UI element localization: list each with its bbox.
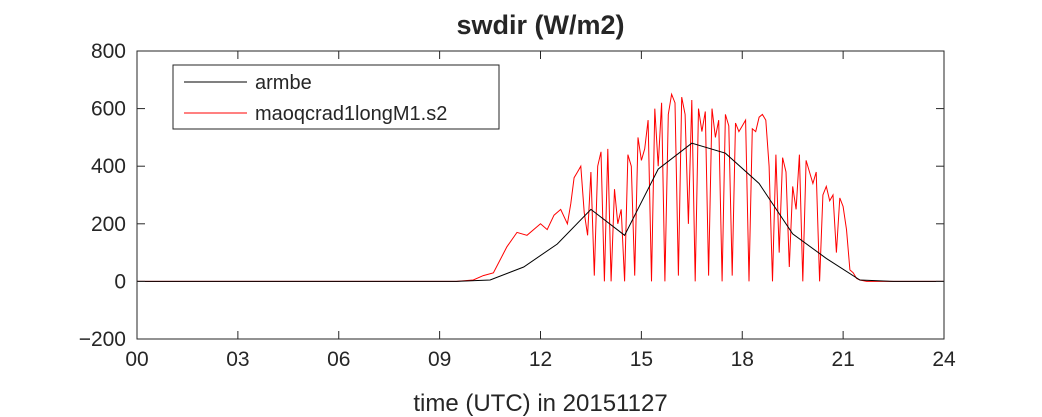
- legend-entry: maoqcrad1longM1.s2: [255, 103, 447, 125]
- x-tick-label: 21: [831, 348, 854, 371]
- chart-title: swdir (W/m2): [456, 10, 624, 40]
- x-tick-label: 24: [932, 348, 956, 371]
- plot-lines: [137, 92, 944, 282]
- x-tick-label: 15: [630, 348, 653, 371]
- y-tick-label: 800: [91, 40, 126, 63]
- legend-box: [172, 64, 500, 130]
- x-axis-label: time (UTC) in 20151127: [413, 390, 667, 417]
- y-tick-label: −200: [79, 328, 126, 351]
- x-tick-label: 06: [327, 348, 350, 371]
- y-axis: −200 0 200 400 600 800: [79, 40, 944, 351]
- series-line-armbe: [137, 142, 944, 282]
- x-tick-label: 18: [731, 348, 754, 371]
- y-tick-label: 200: [91, 213, 126, 236]
- y-tick-label: 600: [91, 98, 126, 121]
- y-tick-label: 0: [114, 270, 126, 293]
- legend: armbe maoqcrad1longM1.s2: [172, 64, 500, 130]
- legend-entry: armbe: [255, 72, 312, 94]
- x-tick-label: 09: [428, 348, 451, 371]
- x-tick-label: 12: [529, 348, 552, 371]
- x-axis: 00 03 06 09 12 15 18 21 24: [125, 51, 956, 371]
- x-tick-label: 00: [125, 348, 148, 371]
- x-tick-label: 03: [226, 348, 249, 371]
- y-tick-label: 400: [91, 155, 126, 178]
